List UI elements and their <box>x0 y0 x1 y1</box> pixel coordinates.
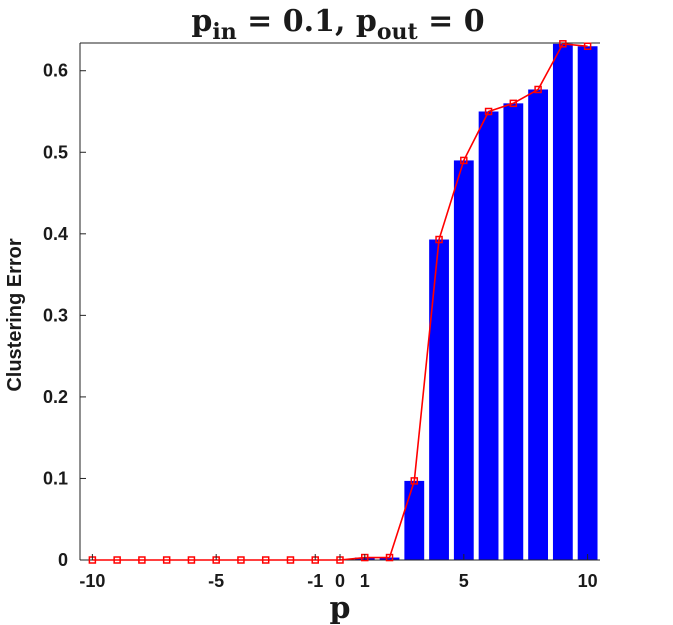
bar <box>577 46 598 560</box>
x-tick-label: -10 <box>79 571 105 591</box>
chart-title: pin = 0.1, pout = 0 <box>191 4 484 45</box>
x-tick-label: 10 <box>578 571 598 591</box>
series-marker <box>261 556 270 564</box>
series-marker <box>509 99 518 108</box>
series-marker <box>435 235 443 244</box>
series-marker <box>113 556 121 564</box>
x-tick-label: 5 <box>459 571 469 591</box>
ticks-group: 00.10.20.30.40.50.6-10 -5 -1 0 1 5 10 <box>43 61 598 591</box>
series-marker <box>138 556 146 564</box>
series-marker <box>460 156 468 165</box>
y-tick-label: 0 <box>58 550 68 570</box>
series-marker <box>583 42 592 51</box>
y-axis-label: Clustering Error <box>4 238 26 392</box>
bar <box>404 480 425 560</box>
x-tick-label: -5 <box>208 571 224 591</box>
series-marker <box>484 107 493 116</box>
y-tick-label: 0.6 <box>43 61 68 81</box>
series-marker <box>410 477 419 485</box>
series-marker <box>187 556 196 564</box>
series-marker <box>237 556 245 564</box>
bar <box>453 160 474 560</box>
y-tick-label: 0.3 <box>43 305 68 325</box>
series-marker <box>162 556 171 564</box>
series-marker <box>385 553 394 562</box>
bar <box>552 43 573 561</box>
x-tick-label: 0 <box>335 571 345 591</box>
y-tick-label: 0.2 <box>43 387 68 407</box>
bar <box>379 557 400 560</box>
y-tick-label: 0.4 <box>43 224 68 244</box>
series-marker <box>559 40 567 48</box>
series-marker <box>534 85 542 94</box>
y-tick-label: 0.5 <box>43 142 68 162</box>
series-marker <box>286 556 295 564</box>
x-tick-label: -1 <box>307 571 323 591</box>
x-axis-label: p <box>330 591 351 625</box>
bars-group <box>354 43 598 561</box>
x-tick-label: 1 <box>360 571 370 591</box>
bar <box>429 239 449 560</box>
bar <box>528 89 548 560</box>
bar <box>503 103 524 561</box>
y-tick-label: 0.1 <box>43 468 68 488</box>
bar <box>478 111 499 561</box>
